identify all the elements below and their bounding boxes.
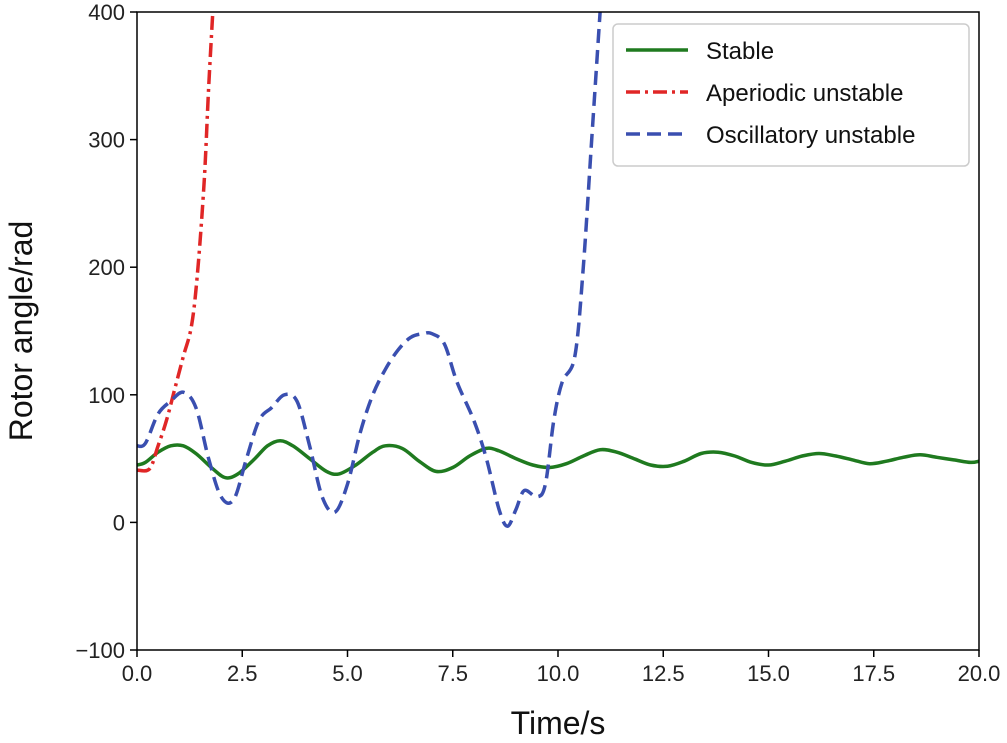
- x-tick-label: 17.5: [852, 661, 895, 686]
- x-axis-title: Time/s: [511, 705, 606, 741]
- legend-box: [612, 23, 970, 167]
- x-tick-label: 10.0: [537, 661, 580, 686]
- y-axis: 400 300 200 100 0 −100: [75, 0, 137, 663]
- legend-label: Stable: [706, 38, 774, 65]
- x-tick-label: 7.5: [437, 661, 468, 686]
- x-tick-label: 20.0: [958, 661, 1001, 686]
- y-tick-label: 200: [88, 255, 125, 280]
- legend: Stable Aperiodic unstable Oscillatory unst…: [612, 23, 970, 167]
- x-tick-label: 5.0: [332, 661, 363, 686]
- x-tick-label: 0.0: [122, 661, 153, 686]
- x-axis: 0.0 2.5 5.0 7.5 10.0 12.5 15.0 17.5 20.0: [122, 650, 1001, 686]
- y-tick-label: 0: [113, 510, 125, 535]
- x-tick-label: 12.5: [642, 661, 685, 686]
- x-tick-label: 2.5: [227, 661, 258, 686]
- y-tick-label: 400: [88, 0, 125, 25]
- series-line-aperiodic-unstable: [137, 12, 215, 473]
- y-tick-label: 300: [88, 128, 125, 153]
- y-axis-title: Rotor angle/rad: [3, 221, 39, 442]
- series-line-oscillatory-unstable: [137, 12, 602, 528]
- y-tick-label: 100: [88, 383, 125, 408]
- y-tick-label: −100: [75, 638, 125, 663]
- series-line-stable: [137, 438, 979, 480]
- series-layer: [137, 12, 979, 528]
- x-tick-label: 15.0: [747, 661, 790, 686]
- legend-label: Oscillatory unstable: [706, 122, 915, 149]
- legend-label: Aperiodic unstable: [706, 80, 903, 107]
